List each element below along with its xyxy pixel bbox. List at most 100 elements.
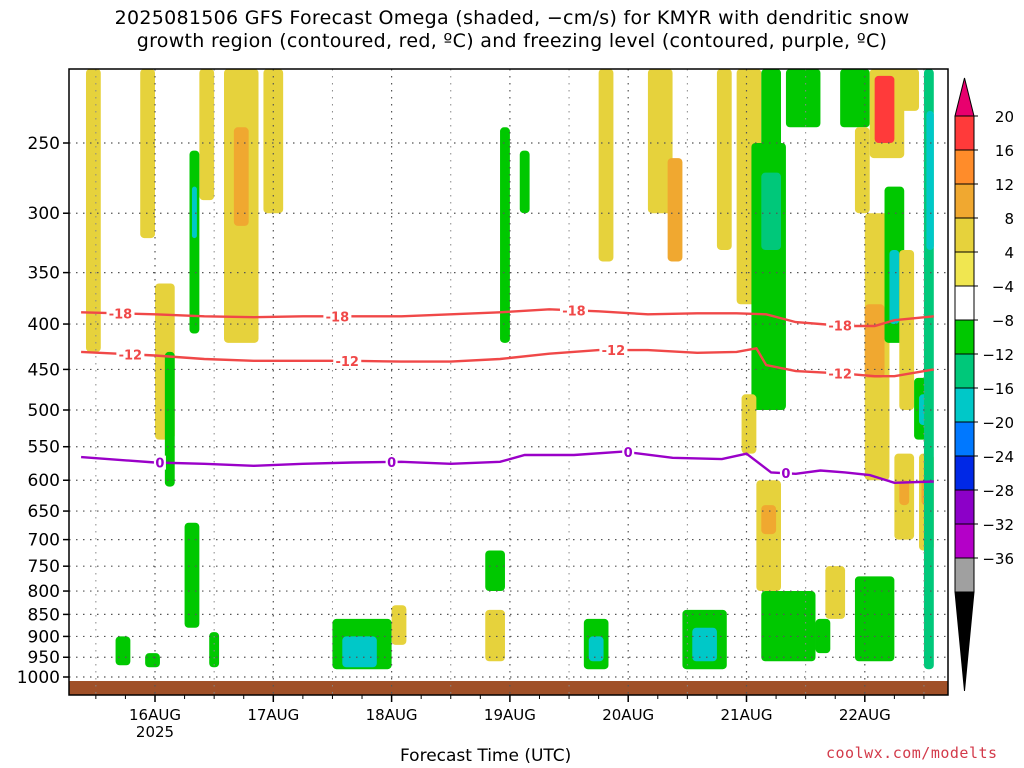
y-tick-label-300: 300 (28, 204, 60, 224)
omega-shading-layer (69, 69, 948, 695)
omega-cell-18 (519, 150, 530, 214)
contour-label-0: 0 (155, 457, 164, 472)
y-tick-label-1000: 1000 (17, 668, 60, 688)
contour-label--12: -12 (335, 355, 359, 370)
contour-label--18: -18 (109, 307, 133, 322)
colorbar-label-3: 8 (1004, 210, 1014, 228)
colorbar-label-8: −16 (982, 380, 1014, 398)
y-tick-label-650: 650 (28, 502, 60, 522)
y-tick-label-900: 900 (28, 627, 60, 647)
contour-label--18: -18 (562, 304, 586, 319)
omega-cell-58 (926, 110, 934, 250)
omega-cell-24 (647, 69, 673, 214)
omega-cell-49 (889, 249, 900, 325)
colorbar-label-0: 20 (995, 108, 1014, 126)
omega-cell-40 (840, 69, 870, 128)
plot-border (68, 68, 949, 696)
omega-cell-15 (342, 636, 377, 668)
x-tick-sublabel: 2025 (136, 723, 174, 741)
contour-label-bg (385, 454, 398, 469)
contour--12 (81, 346, 935, 378)
omega-cell-17 (500, 127, 510, 343)
x-tick-label-19AUG: 19AUG (484, 706, 536, 724)
omega-cell-12 (184, 522, 200, 628)
contour-label-0: 0 (624, 446, 633, 461)
omega-cell-44 (854, 576, 895, 662)
omega-cell-36 (761, 591, 816, 662)
colorbar-segment-11 (954, 455, 975, 491)
contour-label-bg (333, 353, 362, 368)
omega-cell-30 (761, 69, 782, 159)
colorbar-segment-10 (954, 421, 975, 457)
y-tick-label-700: 700 (28, 531, 60, 551)
x-tick-label-17AUG: 17AUG (247, 706, 299, 724)
contour-label--12: -12 (602, 344, 626, 359)
contour-label--12: -12 (119, 348, 143, 363)
omega-cell-47 (899, 69, 920, 111)
colorbar-segment-14 (954, 557, 975, 593)
contour-label-bg (106, 306, 135, 321)
colorbar: 20 16 12 8 4 −4 −8 −12 −16 −20 −24 −28 −32 −36 (954, 77, 1014, 692)
x-tick-label-20AUG: 20AUG (602, 706, 654, 724)
colorbar-label-2: 12 (995, 176, 1014, 194)
omega-cell-46 (874, 75, 895, 143)
colorbar-segment-2 (954, 149, 975, 185)
omega-cell-19 (598, 69, 614, 262)
omega-cell-7 (233, 127, 249, 226)
omega-cell-38 (815, 618, 831, 654)
omega-cell-37 (825, 566, 846, 619)
x-axis-title: Forecast Time (UTC) (400, 746, 572, 766)
y-tick-label-400: 400 (28, 315, 60, 335)
contour-layer: -18 -18 -18 -18 -12 -12 -12 -12 0 0 0 0 (81, 303, 935, 485)
contour-label-bg (153, 455, 166, 470)
colorbar-segment-1 (954, 115, 975, 151)
omega-cell-0 (85, 69, 101, 352)
contour-label-bg (622, 445, 635, 460)
colorbar-segment-8 (954, 353, 975, 389)
colorbar-label-10: −24 (982, 448, 1014, 466)
contour-label--18: -18 (326, 310, 350, 325)
omega-cell-20 (485, 550, 505, 592)
omega-cell-3 (199, 69, 215, 201)
contour-label-0: 0 (387, 456, 396, 471)
contour-label-0: 0 (781, 467, 790, 482)
omega-cell-23 (588, 636, 604, 662)
credit-link[interactable]: coolwx.com/modelts (826, 744, 998, 762)
plot-frame (68, 68, 949, 696)
colorbar-segment-7 (954, 319, 975, 355)
colorbar-label-12: −32 (982, 516, 1014, 534)
title-line-1: 2025081506 GFS Forecast Omega (shaded, −… (114, 7, 910, 29)
y-tick-label-750: 750 (28, 557, 60, 577)
omega-cell-8 (263, 69, 284, 214)
contour-label-bg (323, 309, 352, 324)
y-tick-label-800: 800 (28, 582, 60, 602)
y-tick-label-500: 500 (28, 401, 60, 421)
colorbar-label-4: 4 (1004, 244, 1014, 262)
colorbar-top-arrow (954, 77, 975, 117)
omega-cell-35 (761, 505, 777, 535)
omega-cell-59 (874, 618, 890, 637)
contour-label-bg (826, 366, 855, 381)
colorbar-segment-12 (954, 489, 975, 525)
omega-cell-10 (145, 653, 160, 668)
omega-cell-16 (391, 605, 407, 645)
omega-cell-34 (756, 480, 782, 592)
y-tick-label-850: 850 (28, 605, 60, 625)
colorbar-label-9: −20 (982, 414, 1014, 432)
y-tick-label-600: 600 (28, 471, 60, 491)
y-tick-label-550: 550 (28, 438, 60, 458)
contour-label-bg (779, 466, 792, 481)
omega-cell-11 (164, 351, 175, 487)
title-line-2: growth region (contoured, red, ºC) and f… (136, 30, 888, 52)
omega-cell-33 (741, 394, 757, 454)
omega-cell-39 (785, 69, 821, 128)
omega-cell-13 (209, 632, 220, 668)
surface-band (69, 681, 948, 695)
colorbar-label-5: −4 (992, 278, 1014, 296)
contour-label-bg (599, 343, 628, 358)
omega-cell-9 (115, 636, 131, 666)
colorbar-bottom-arrow (954, 591, 975, 692)
colorbar-segment-6 (954, 285, 975, 321)
